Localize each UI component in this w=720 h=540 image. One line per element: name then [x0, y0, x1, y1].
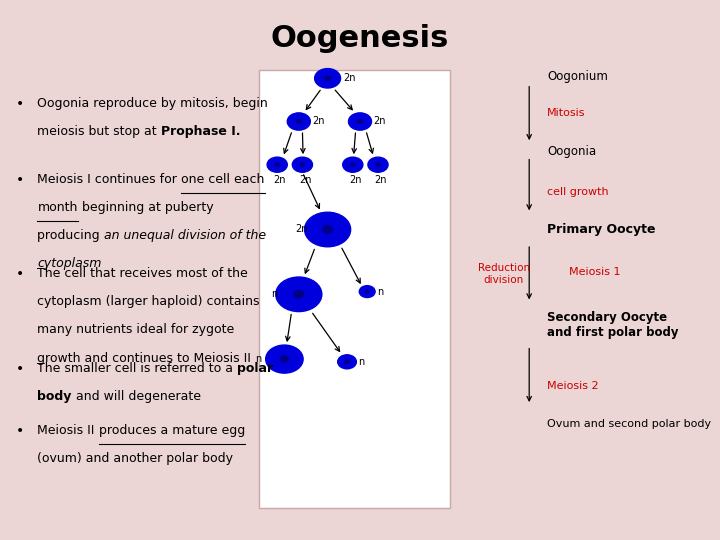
Text: cell growth: cell growth: [547, 187, 609, 197]
Text: Mitosis: Mitosis: [547, 109, 585, 118]
Circle shape: [351, 163, 355, 166]
Circle shape: [325, 76, 330, 80]
Text: meiosis but stop at: meiosis but stop at: [37, 125, 161, 138]
Circle shape: [357, 119, 363, 124]
Circle shape: [300, 163, 305, 166]
Circle shape: [366, 291, 369, 293]
Circle shape: [343, 157, 363, 172]
Text: beginning at puberty: beginning at puberty: [78, 201, 213, 214]
Text: 2n: 2n: [374, 175, 387, 185]
Text: produces a mature egg: produces a mature egg: [99, 424, 245, 437]
Circle shape: [276, 277, 322, 312]
Text: polar: polar: [238, 362, 274, 375]
Text: many nutrients ideal for zygote: many nutrients ideal for zygote: [37, 323, 235, 336]
Text: Meiosis 1: Meiosis 1: [569, 267, 621, 276]
Text: Meiosis II: Meiosis II: [37, 424, 99, 437]
Text: 2n: 2n: [312, 117, 325, 126]
Circle shape: [287, 113, 310, 130]
Text: 2n: 2n: [299, 175, 311, 185]
Text: Primary Oocyte: Primary Oocyte: [547, 223, 656, 236]
Circle shape: [345, 360, 349, 363]
Circle shape: [296, 119, 302, 124]
Circle shape: [368, 157, 388, 172]
FancyBboxPatch shape: [259, 70, 450, 508]
Text: cytoplasm: cytoplasm: [37, 257, 102, 270]
Text: •: •: [16, 173, 24, 187]
Text: n: n: [256, 354, 262, 364]
Circle shape: [294, 291, 304, 298]
Text: and will degenerate: and will degenerate: [72, 390, 201, 403]
Circle shape: [338, 355, 356, 369]
Text: Secondary Oocyte
and first polar body: Secondary Oocyte and first polar body: [547, 311, 679, 339]
Circle shape: [376, 163, 380, 166]
Text: •: •: [16, 97, 24, 111]
Text: 2n: 2n: [343, 73, 356, 83]
Text: one cell each: one cell each: [181, 173, 265, 186]
Text: Oogonium: Oogonium: [547, 70, 608, 83]
Text: 2n: 2n: [349, 175, 361, 185]
Text: Meiosis I continues for: Meiosis I continues for: [37, 173, 181, 186]
Text: Reduction
division: Reduction division: [478, 263, 530, 285]
Text: Oogonia: Oogonia: [547, 145, 596, 158]
Circle shape: [315, 69, 341, 88]
Text: growth and continues to Meiosis II: growth and continues to Meiosis II: [37, 352, 251, 365]
Text: Oogonia reproduce by mitosis, begin: Oogonia reproduce by mitosis, begin: [37, 97, 268, 110]
Text: Prophase I.: Prophase I.: [161, 125, 240, 138]
Text: n: n: [377, 287, 384, 296]
Text: (ovum) and another polar body: (ovum) and another polar body: [37, 452, 233, 465]
Circle shape: [348, 113, 372, 130]
Circle shape: [292, 157, 312, 172]
Circle shape: [305, 212, 351, 247]
Text: 2n: 2n: [274, 175, 286, 185]
Text: body: body: [37, 390, 72, 403]
Circle shape: [266, 345, 303, 373]
Text: 2n: 2n: [374, 117, 386, 126]
Text: •: •: [16, 362, 24, 376]
Text: Oogenesis: Oogenesis: [271, 24, 449, 53]
Circle shape: [280, 356, 289, 362]
Text: cytoplasm (larger haploid) contains: cytoplasm (larger haploid) contains: [37, 295, 260, 308]
Circle shape: [267, 157, 287, 172]
Text: producing: producing: [37, 229, 104, 242]
Text: Meiosis 2: Meiosis 2: [547, 381, 599, 391]
Circle shape: [323, 226, 333, 233]
Text: Ovum and second polar body: Ovum and second polar body: [547, 419, 711, 429]
Text: •: •: [16, 267, 24, 281]
Text: •: •: [16, 424, 24, 438]
Circle shape: [275, 163, 279, 166]
Text: n: n: [271, 289, 278, 299]
Text: The cell that receives most of the: The cell that receives most of the: [37, 267, 248, 280]
Text: n: n: [359, 357, 365, 367]
Circle shape: [359, 286, 375, 298]
Text: month: month: [37, 201, 78, 214]
Text: an unequal division of the: an unequal division of the: [104, 229, 266, 242]
Text: 2n: 2n: [295, 225, 307, 234]
Text: The smaller cell is referred to a: The smaller cell is referred to a: [37, 362, 238, 375]
